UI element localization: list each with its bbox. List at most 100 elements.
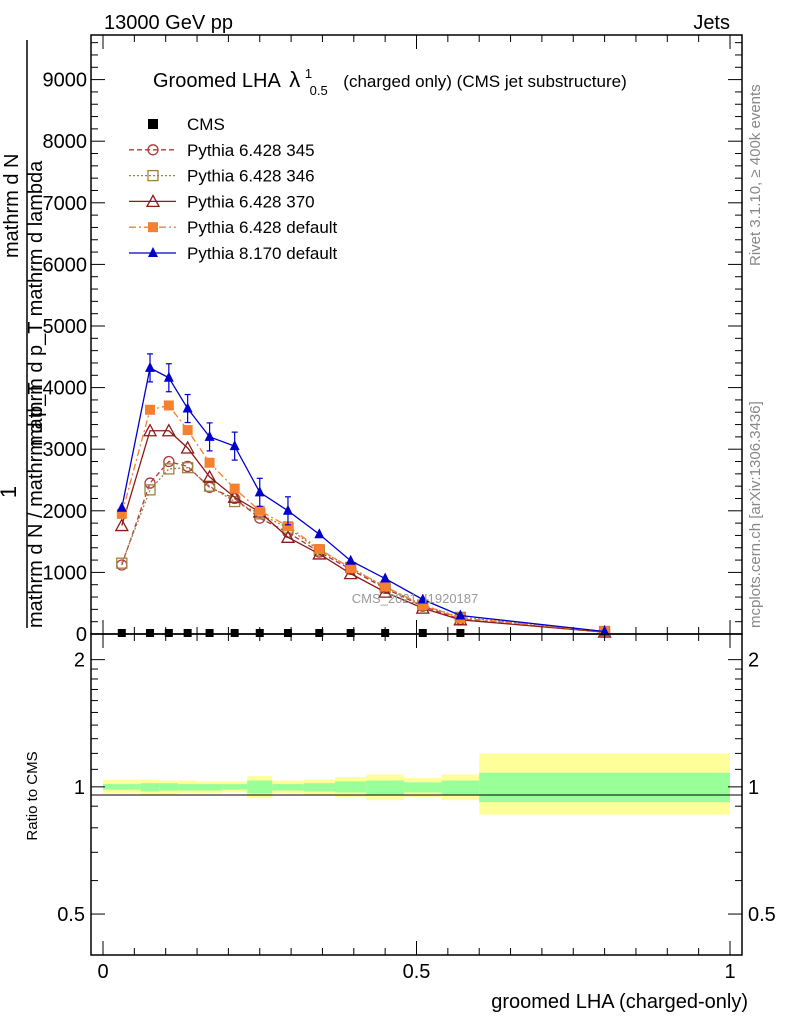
- data-point: [599, 625, 610, 636]
- legend-label: Pythia 6.428 default: [187, 218, 338, 237]
- data-point: [418, 629, 427, 637]
- data-point: [164, 629, 173, 637]
- ylabel-denominator: mathrm d N / mathrm d p_T: [25, 382, 47, 628]
- data-point: [203, 480, 216, 492]
- title-sup: 1: [305, 66, 312, 81]
- data-point: [146, 629, 155, 637]
- ytick-label: 4000: [43, 378, 88, 400]
- band-inner: [403, 782, 442, 793]
- ytick-label: 2000: [43, 501, 88, 523]
- ratio-ytick-label-right: 1: [748, 777, 759, 799]
- main-ylabel: 1 mathrm d N / mathrm d p_T mathrm d N m…: [0, 40, 47, 628]
- band-inner: [247, 780, 273, 794]
- ratio-ytick-label: 2: [74, 650, 85, 672]
- data-point: [417, 600, 428, 611]
- data-point: [227, 489, 242, 503]
- ratio-ytick-label-right: 0.5: [748, 904, 776, 926]
- data-point: [345, 554, 356, 565]
- title-main: Groomed LHA: [153, 70, 281, 92]
- legend-label: Pythia 6.428 370: [187, 192, 315, 211]
- ytick-label: 6000: [43, 254, 88, 276]
- title-rest: (charged only) (CMS jet substructure): [343, 72, 626, 91]
- series-line: [121, 467, 605, 633]
- series-line: [121, 366, 605, 633]
- data-point: [163, 400, 174, 411]
- plot-title: Groomed LHA λ 1 0.5 (charged only) (CMS …: [153, 61, 627, 100]
- legend-label: Pythia 6.428 345: [187, 141, 315, 160]
- data-point: [116, 501, 127, 512]
- legend-marker: [148, 247, 158, 257]
- band-inner: [303, 783, 335, 792]
- ratio-xlabel: groomed LHA (charged-only): [491, 991, 748, 1013]
- ylabel-one: 1: [0, 486, 21, 498]
- ylabel-numerator: mathrm d N: [1, 154, 23, 258]
- data-point: [380, 581, 391, 592]
- band-inner: [140, 783, 160, 792]
- ratio-ytick-label: 0.5: [57, 904, 85, 926]
- band-inner: [366, 780, 404, 795]
- data-point: [282, 521, 293, 532]
- title-lambda: λ: [289, 67, 300, 92]
- data-point: [456, 629, 465, 637]
- legend-marker: [145, 194, 161, 208]
- data-point: [230, 629, 239, 637]
- band-inner: [197, 784, 223, 791]
- data-point: [145, 361, 156, 372]
- mcplots-label: mcplots.cern.ch [arXiv:1306.3436]: [747, 401, 764, 628]
- data-point: [346, 629, 355, 637]
- ratio-xtick-label: 1: [724, 961, 735, 983]
- data-point: [204, 457, 215, 468]
- data-point: [345, 563, 356, 574]
- series-4: [116, 400, 610, 637]
- data-point: [255, 629, 264, 637]
- data-point: [116, 557, 128, 569]
- data-point: [229, 483, 240, 494]
- data-point: [455, 609, 466, 620]
- data-point: [315, 629, 324, 637]
- data-point: [144, 477, 156, 489]
- ylabel-numerator-rest: mathrm d p_T mathrm d lambda: [25, 160, 47, 446]
- main-series: [114, 353, 612, 638]
- data-point: [183, 629, 192, 637]
- data-point: [254, 505, 265, 516]
- header-energy: 13000 GeV pp: [104, 12, 233, 34]
- data-point: [314, 528, 325, 539]
- ytick-label: 7000: [43, 193, 88, 215]
- ratio-ylabel: Ratio to CMS: [24, 751, 41, 840]
- series-2: [116, 462, 611, 638]
- band-inner: [159, 783, 179, 791]
- ytick-label: 8000: [43, 131, 88, 153]
- data-point: [181, 462, 194, 474]
- data-point: [114, 518, 129, 532]
- band-inner: [479, 772, 730, 803]
- data-point: [180, 440, 195, 454]
- ratio-ytick-label-right: 2: [748, 650, 759, 672]
- band-inner: [222, 784, 248, 790]
- data-point: [202, 469, 217, 483]
- data-point: [283, 629, 292, 637]
- legend-label: CMS: [187, 115, 225, 134]
- title-sub: 0.5: [310, 83, 328, 98]
- data-point: [182, 425, 193, 436]
- band-inner: [441, 780, 480, 795]
- band-inner: [272, 784, 304, 791]
- header-jets: Jets: [693, 12, 730, 34]
- data-point: [116, 508, 127, 519]
- data-point: [161, 423, 176, 437]
- series-line: [121, 460, 605, 633]
- data-point: [204, 430, 215, 441]
- data-point: [280, 529, 296, 543]
- data-point: [343, 566, 358, 580]
- series-line: [121, 430, 605, 633]
- data-point: [117, 629, 126, 637]
- main-yticks: 0 1000 2000 3000 4000 5000 6000 7000 8000 9000: [43, 35, 742, 646]
- data-point: [417, 593, 428, 604]
- ytick-label: 5000: [43, 316, 88, 338]
- data-point: [144, 484, 156, 496]
- band-inner: [334, 781, 367, 793]
- series-0: [117, 629, 465, 637]
- ratio-ticks: 0.5 0.5 1 1 2 2 0 0.5 1: [57, 634, 776, 983]
- ytick-label: 9000: [43, 70, 88, 92]
- ytick-label: 0: [76, 624, 87, 646]
- data-point: [282, 504, 293, 515]
